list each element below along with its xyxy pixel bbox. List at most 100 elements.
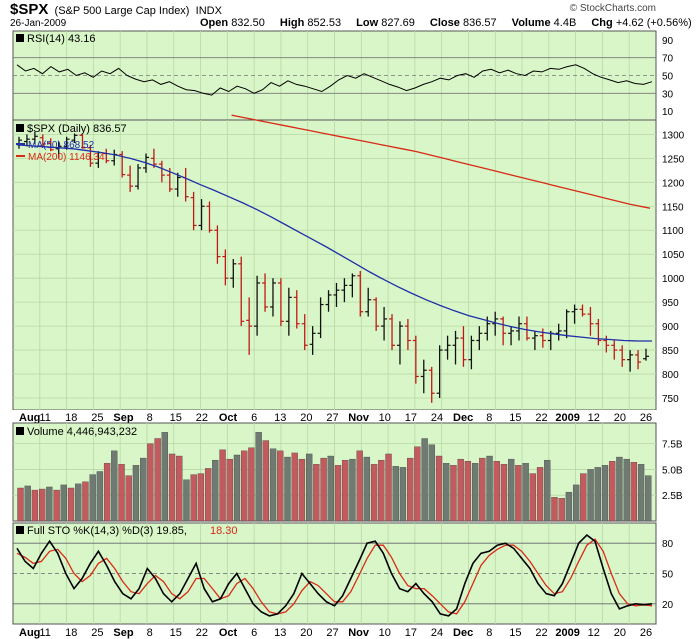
sto-date-axis-label: 8 [147, 627, 153, 639]
volume-bar [450, 465, 457, 522]
rsi-tick-label: 70 [662, 54, 674, 65]
volume-bar [349, 458, 356, 522]
price-date-axis-label: 10 [379, 412, 391, 424]
volume-bar [536, 467, 544, 522]
sto-date-axis-label: 20 [300, 627, 312, 639]
volume-bar [421, 438, 428, 522]
close-value: 836.57 [462, 17, 497, 29]
price-date-axis-label: 8 [486, 412, 492, 424]
volume-bar [435, 455, 443, 522]
sto-tick-label: 20 [662, 600, 674, 611]
sto-date-axis-label: Nov [348, 627, 370, 639]
volume-bar [147, 443, 154, 522]
symbol-name: (S&P 500 Large Cap Index) [54, 5, 190, 17]
ma50-legend-label: MA(50) 868.52 [28, 140, 95, 151]
sto-date-axis-label: 12 [588, 627, 600, 639]
volume-bar [190, 474, 197, 522]
price-tick-label: 1300 [662, 130, 685, 141]
rsi-tick-label: 10 [662, 107, 674, 118]
sto-tick-label: 50 [662, 570, 674, 581]
volume-bar [356, 450, 363, 522]
symbol-title: $SPX (S&P 500 Large Cap Index) INDX [10, 1, 222, 18]
volume-bar [407, 457, 414, 522]
price-tick-label: 1250 [662, 154, 685, 165]
volume-bar [414, 446, 421, 522]
sto-date-axis-label: 10 [379, 627, 391, 639]
sto-legend-swatch [16, 526, 24, 534]
volume-value: 4.4B [553, 17, 577, 29]
volume-bar [616, 456, 623, 522]
volume-bar [111, 450, 118, 522]
volume-bar [363, 456, 371, 522]
sto-date-axis-label: Dec [453, 627, 473, 639]
volume-bar [645, 475, 652, 522]
sto-legend-d-value: 18.30 [210, 525, 238, 537]
volume-bar [17, 487, 24, 522]
volume-bar [580, 473, 587, 522]
volume-bar [46, 486, 53, 522]
sto-date-axis-label: 11 [39, 627, 50, 639]
price-tick-label: 800 [662, 370, 679, 381]
sto-date-axis-label: 20 [614, 627, 626, 639]
sto-date-axis-label: 25 [91, 627, 103, 639]
price-date-axis-label: 6 [251, 412, 257, 424]
volume-bar [277, 450, 284, 522]
volume-bar [96, 471, 104, 522]
price-date-axis-label: 25 [91, 412, 103, 424]
volume-bar [125, 475, 132, 522]
volume-bar [219, 449, 226, 522]
volume-bar [522, 463, 529, 522]
price-date-axis-label: 20 [614, 412, 626, 424]
volume-bar [508, 458, 515, 522]
volume-bar [31, 489, 39, 522]
volume-label: Volume [511, 17, 551, 29]
volume-bar [255, 432, 262, 522]
volume-bar [103, 463, 111, 522]
open-label: Open [200, 17, 229, 29]
volume-legend-swatch [16, 427, 24, 435]
volume-bar [60, 484, 67, 522]
sto-date-axis-label: 2009 [555, 627, 579, 639]
sto-date-axis-label: 18 [65, 627, 77, 639]
price-tick-label: 1150 [662, 202, 684, 213]
volume-bar [298, 458, 306, 522]
low-value: 827.69 [381, 17, 415, 29]
sto-date-axis-label: Aug [19, 627, 40, 639]
volume-bar [82, 481, 89, 522]
volume-bar [428, 444, 435, 522]
price-date-axis-label: Dec [453, 412, 473, 424]
volume-bar [233, 454, 241, 522]
sto-date-axis-label: 27 [326, 627, 338, 639]
volume-bar [609, 461, 616, 522]
volume-bar [464, 461, 472, 522]
volume-bar [572, 484, 580, 522]
volume-bar [176, 455, 183, 522]
rsi-tick-label: 90 [662, 36, 674, 47]
volume-bar [342, 459, 349, 522]
volume-bar [305, 453, 313, 522]
volume-bar [183, 479, 190, 522]
volume-bar [248, 447, 255, 522]
sto-date-axis-label: 8 [486, 627, 492, 639]
price-date-axis-label: 11 [39, 412, 50, 424]
volume-bar [637, 464, 645, 522]
price-legend-swatch [16, 124, 24, 132]
volume-bar [320, 457, 327, 522]
price-date-axis-label: 22 [535, 412, 547, 424]
sto-legend-label: Full STO %K(14,3) %D(3) 19.85, [27, 525, 187, 537]
low-label: Low [356, 17, 379, 29]
volume-bar [241, 450, 248, 522]
price-tick-label: 1050 [662, 250, 685, 261]
volume-bar [479, 457, 486, 522]
sto-date-axis-label: 26 [640, 627, 652, 639]
high-label: High [279, 17, 305, 29]
rsi-line [16, 64, 653, 96]
volume-bar [515, 465, 522, 522]
open-value: 832.50 [231, 17, 265, 29]
volume-bar [327, 455, 334, 522]
volume-bar [132, 465, 140, 522]
volume-bar [161, 432, 168, 522]
sto-date-axis-label: Oct [219, 627, 238, 639]
volume-tick-label: 5.0B [662, 465, 683, 476]
